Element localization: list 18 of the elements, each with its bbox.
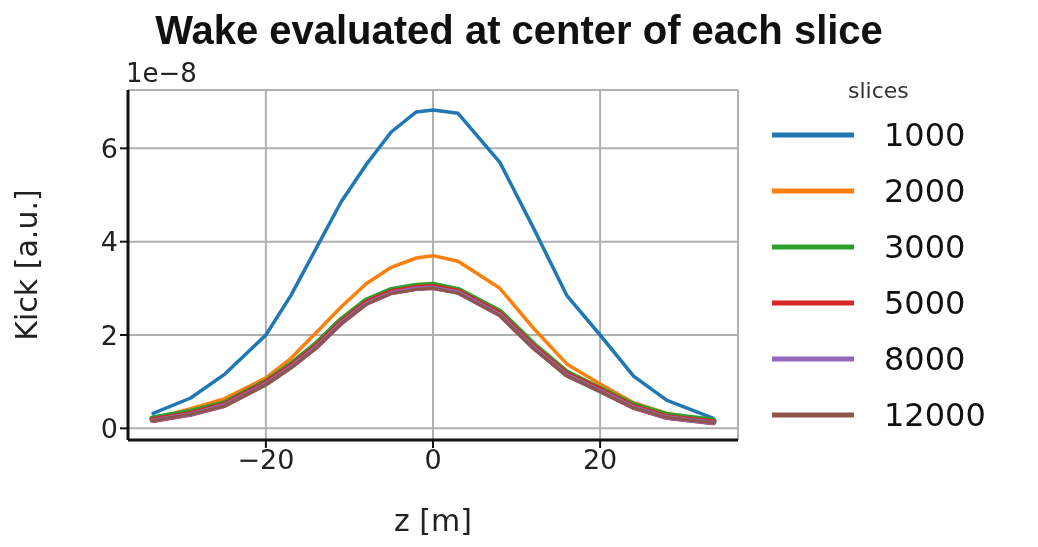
legend-label: 3000 — [884, 228, 966, 266]
y-tick-label: 4 — [100, 226, 118, 258]
legend-title: slices — [848, 78, 910, 103]
x-tick-label: 20 — [582, 444, 618, 476]
x-axis-title: z [m] — [394, 503, 472, 538]
y-tick-label: 2 — [100, 319, 118, 351]
x-tick-label: 0 — [424, 444, 442, 476]
chart-title: Wake evaluated at center of each slice — [154, 8, 884, 53]
legend-label: 12000 — [884, 396, 986, 434]
y-tick-label: 6 — [100, 132, 118, 164]
x-tick-label: −20 — [237, 444, 295, 476]
legend-label: 5000 — [884, 284, 966, 322]
y-tick-label: 0 — [100, 412, 118, 444]
text: 1e−8 — [126, 58, 197, 88]
legend-label: 2000 — [884, 172, 966, 210]
legend-label: 1000 — [884, 116, 966, 154]
legend-label: 8000 — [884, 340, 966, 378]
y-axis-title: Kick [a.u.] — [8, 189, 44, 341]
